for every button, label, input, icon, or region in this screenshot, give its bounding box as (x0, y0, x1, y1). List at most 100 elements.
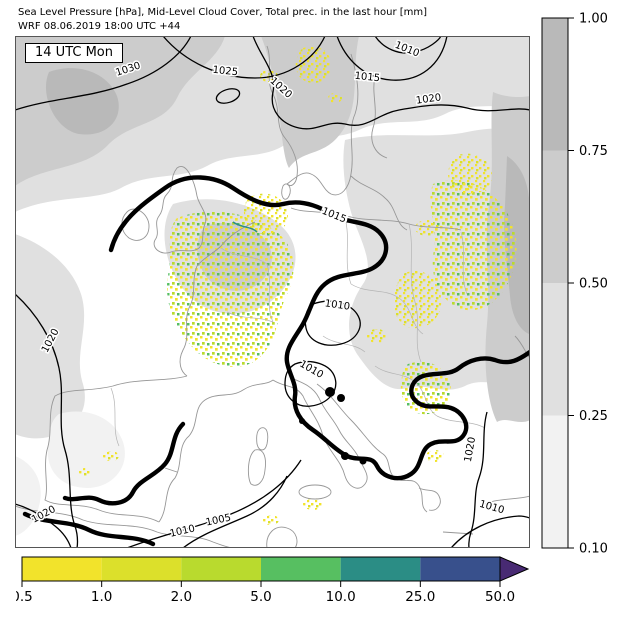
isobar-1020-southwest (15, 503, 72, 548)
precip-colorbar-tick-label: 25.0 (405, 589, 435, 605)
border-line (322, 335, 366, 353)
cloud-colorbar-canvas: 1.00 0.75 0.50 0.25 0.10 (541, 12, 608, 557)
precip-area (303, 498, 323, 510)
isobar-1020-atlantic (15, 293, 79, 548)
black-dot (325, 387, 335, 397)
border-line (436, 415, 486, 429)
coastline-aegean-turkey (484, 495, 530, 505)
coastline-denmark (281, 183, 291, 200)
coastline-sardinia (247, 449, 266, 486)
border-line (460, 231, 468, 295)
precip-area (367, 329, 387, 343)
coastline-africa (15, 505, 234, 548)
map-area: 14 UTC Mon (15, 36, 530, 548)
cloud-patch (261, 36, 359, 168)
isobar-1015-northeast (336, 36, 448, 81)
green-contour-alps (232, 221, 258, 233)
pressure-dots-layer (299, 387, 367, 465)
precip-area (103, 451, 119, 461)
coastline-great-britain (153, 165, 207, 254)
cloud-colorbar-tick-label: 0.10 (579, 542, 608, 557)
precip-area (166, 211, 294, 367)
thick-isobar-spain (62, 421, 186, 506)
figure-subtitle: WRF 08.06.2019 18:00 UTC +44 (18, 20, 181, 32)
precip-colorbar-segment (181, 557, 261, 581)
precip-colorbar: 0.5 1.0 2.0 5.0 10.0 25.0 50.0 (11, 554, 556, 614)
black-dot (337, 394, 345, 402)
cloud-patch (15, 234, 85, 439)
isobar-1010-northeast (374, 36, 442, 54)
coastline-corsica (256, 427, 269, 451)
black-dot (341, 452, 349, 460)
border-line (266, 263, 274, 323)
coastline-tunisia (266, 526, 298, 548)
cloud-colorbar-tick-label: 1.00 (579, 12, 608, 27)
cloud-colorbar-tick-label: 0.50 (579, 277, 608, 292)
border-line (350, 283, 424, 335)
precip-area (415, 220, 439, 236)
precip-colorbar-tick-label: 0.5 (16, 589, 33, 605)
isobar-1020-north (252, 36, 530, 130)
isobar-1005-south (182, 475, 288, 548)
contour-label: 1020 (415, 92, 442, 106)
precip-area (328, 93, 342, 103)
figure-title: Sea Level Pressure [hPa], Mid-Level Clou… (18, 7, 428, 18)
coastline-iberia (44, 375, 188, 523)
contour-label: 1015 (354, 71, 380, 85)
precip-colorbar-segment (101, 557, 182, 581)
thick-isobar-gibraltar (22, 511, 156, 547)
contour-label: 1020 (463, 436, 478, 463)
isobar-1010-south (126, 459, 302, 548)
thick-isobar-main (108, 175, 530, 481)
precip-area (447, 153, 492, 194)
isobar-closed-ring (215, 88, 241, 104)
figure-header: Sea Level Pressure [hPa], Mid-Level Clou… (18, 6, 427, 33)
coastline-balearics (164, 467, 178, 473)
precip-area (426, 450, 444, 462)
coastline-norway (266, 45, 298, 187)
coastline-channel (196, 221, 256, 267)
coastline-italy (272, 377, 368, 489)
border-line (110, 387, 120, 447)
border-line (344, 217, 352, 285)
precip-area (295, 46, 331, 84)
precip-area (393, 270, 442, 329)
precip-colorbar-tick-label: 1.0 (91, 589, 112, 605)
precip-area (79, 468, 91, 476)
precip-area (430, 180, 517, 311)
border-line (408, 223, 422, 363)
contour-label: 1015 (320, 206, 348, 226)
cloud-colorbar-segment (542, 415, 568, 548)
coastline-france-west (179, 265, 198, 377)
cloud-patch (47, 411, 125, 488)
precip-colorbar-overflow-arrow (499, 556, 530, 582)
precip-colorbar-tick-label: 2.0 (171, 589, 192, 605)
cloud-colorbar-segment (542, 18, 568, 151)
coastline-north-continental (290, 207, 462, 231)
isobar-1020-east (468, 411, 488, 548)
black-dot (299, 418, 305, 424)
valid-time-label: 14 UTC Mon (25, 43, 123, 63)
pressure-contours-thick-layer (22, 175, 530, 547)
contour-label: 1025 (212, 65, 238, 79)
coastline-finland (371, 75, 388, 159)
precip-colorbar-tick-label: 5.0 (250, 589, 271, 605)
coastline-sweden-baltic (286, 53, 359, 196)
contour-label: 1010 (478, 499, 505, 517)
black-dot (359, 457, 367, 465)
cloud-colorbar-tick-label: 0.25 (579, 409, 608, 424)
cloud-colorbar-segment (542, 283, 568, 416)
isobar-1025 (162, 36, 326, 79)
cloud-patch (45, 68, 119, 135)
cloud-colorbar: 1.00 0.75 0.50 0.25 0.10 (540, 12, 618, 572)
precip-colorbar-tick-label: 10.0 (326, 589, 356, 605)
precip-colorbar-segment (340, 557, 421, 581)
contour-label: 1005 (205, 513, 232, 529)
precip-colorbar-segment (261, 557, 341, 581)
coastline-greece (418, 487, 441, 511)
precip-colorbar-canvas: 0.5 1.0 2.0 5.0 10.0 25.0 50.0 (11, 556, 530, 605)
contour-label: 1010 (324, 298, 351, 312)
isobar-1010-southeast (450, 515, 530, 548)
cloud-patch (504, 156, 529, 334)
precip-colorbar-tick-label: 50.0 (485, 589, 515, 605)
